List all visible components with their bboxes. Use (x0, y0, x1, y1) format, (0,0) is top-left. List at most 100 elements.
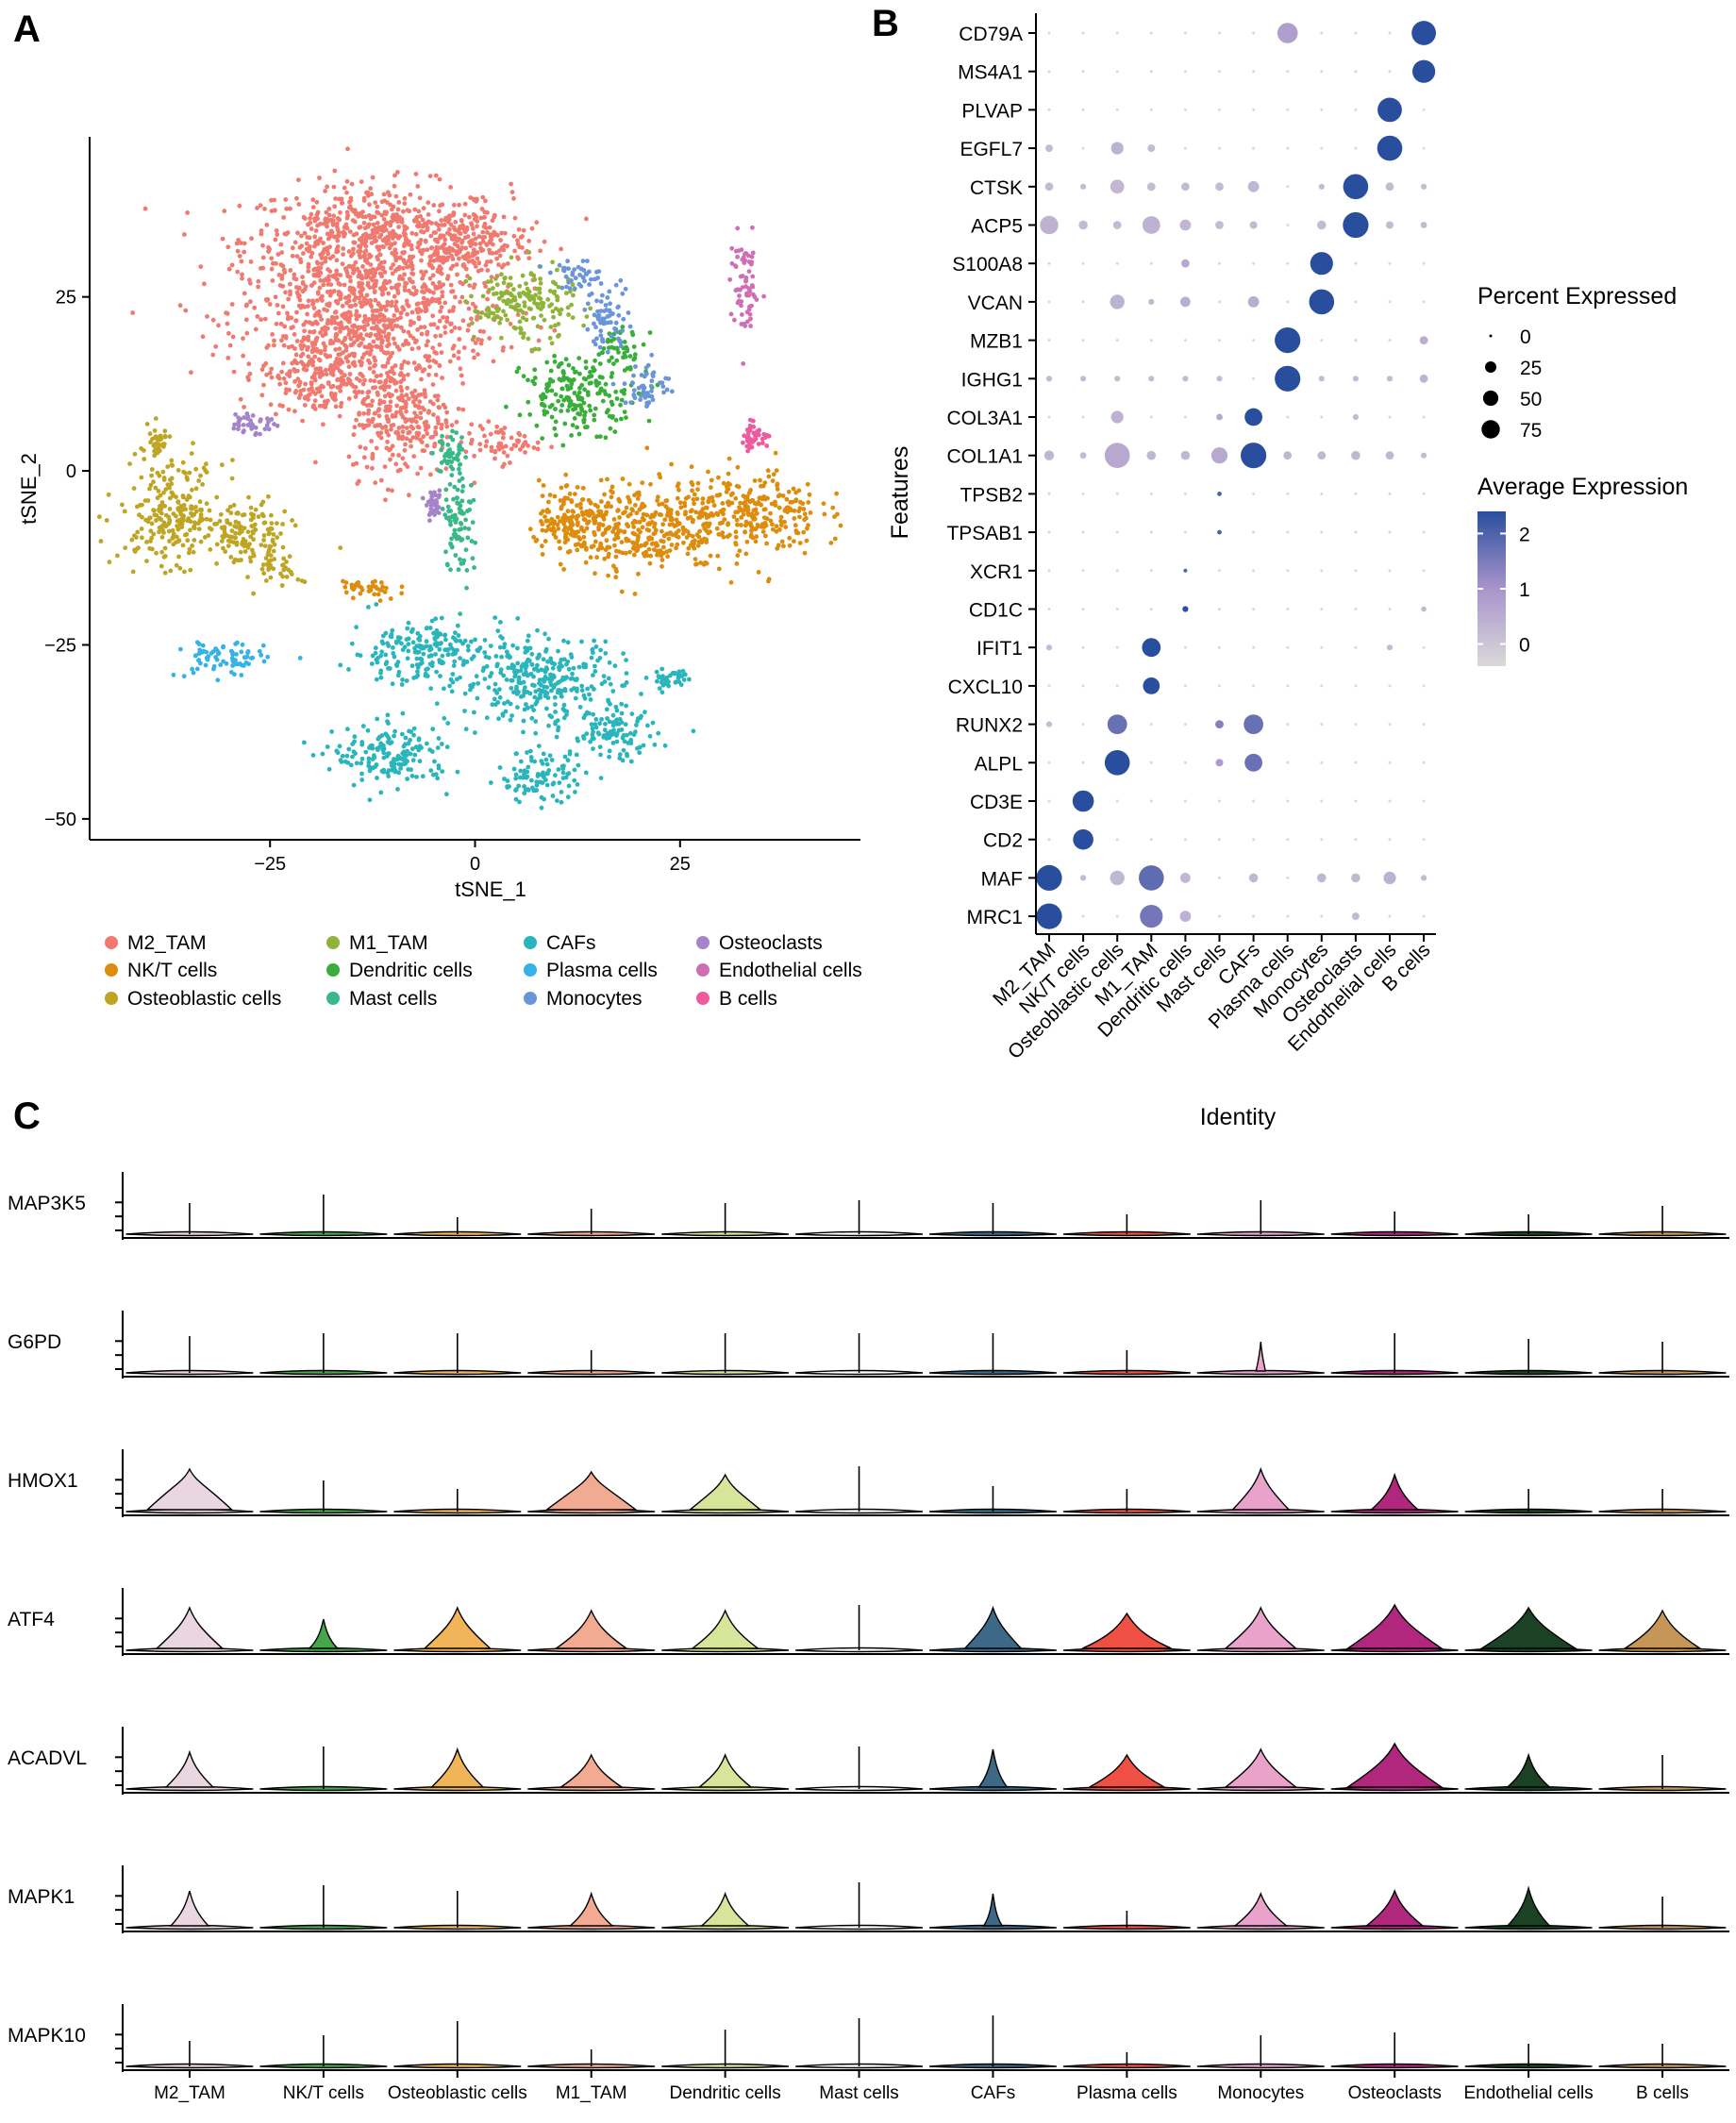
tsne-point (668, 673, 673, 678)
tsne-point (801, 507, 807, 511)
tsne-point (188, 527, 192, 533)
tsne-point (411, 726, 417, 731)
tsne-point (577, 385, 582, 391)
tsne-point (459, 489, 465, 493)
tsne-point (245, 375, 251, 380)
tsne-point (527, 527, 533, 532)
tsne-point (209, 650, 214, 656)
tsne-point (375, 255, 380, 259)
tsne-point (450, 237, 456, 242)
tsne-point (431, 359, 436, 363)
tsne-point (367, 366, 373, 371)
tsne-point (656, 494, 660, 500)
tsne-point (580, 485, 586, 491)
tsne-point (700, 500, 706, 506)
tsne-point (322, 347, 327, 353)
tsne-point (477, 328, 483, 334)
tsne-point (565, 640, 571, 645)
tsne-point (443, 466, 449, 472)
tsne-point (613, 718, 619, 724)
tsne-point (338, 291, 343, 296)
tsne-point (540, 552, 545, 557)
tsne-point (556, 727, 560, 733)
tsne-point (385, 234, 390, 240)
tsne-point (457, 443, 462, 447)
tsne-point (593, 663, 597, 669)
tsne-point (147, 431, 153, 437)
tsne-point (267, 530, 272, 536)
tsne-point (401, 251, 406, 256)
tsne-point (515, 669, 521, 674)
tsne-point (183, 471, 188, 476)
tsne-point (619, 397, 625, 403)
tsne-point (470, 259, 476, 263)
tsne-point (391, 645, 395, 650)
tsne-point (269, 266, 275, 272)
tsne-point (462, 212, 468, 218)
tsne-point (469, 539, 475, 543)
tsne-point (398, 315, 403, 320)
tsne-point (383, 652, 389, 658)
tsne-point (201, 465, 207, 471)
tsne-point (358, 245, 363, 250)
tsne-point (471, 285, 476, 290)
tsne-point (773, 503, 778, 508)
tsne-point (400, 751, 406, 756)
tsne-point (360, 214, 365, 220)
tsne-point (390, 369, 394, 374)
tsne-point (150, 546, 155, 552)
tsne-point (134, 535, 139, 540)
tsne-point (451, 248, 456, 253)
tsne-point (375, 586, 379, 591)
tsne-point (279, 338, 284, 343)
tsne-point (538, 280, 543, 286)
tsne-point (480, 229, 486, 235)
tsne-point (422, 325, 427, 330)
tsne-point (317, 358, 323, 363)
tsne-point (354, 417, 359, 423)
tsne-point (530, 785, 535, 791)
tsne-point (626, 481, 632, 487)
tsne-point (415, 425, 421, 429)
tsne-point (548, 368, 554, 374)
tsne-point (520, 315, 526, 321)
tsne-point (378, 675, 384, 680)
tsne-point (466, 306, 472, 311)
tsne-point (187, 470, 192, 476)
tsne-point (594, 434, 599, 440)
tsne-point (507, 784, 511, 789)
tsne-point (735, 464, 741, 470)
tsne-point (634, 548, 639, 554)
tsne-point (448, 567, 453, 573)
tsne-point (261, 571, 267, 577)
tsne-point (132, 451, 138, 457)
tsne-point (473, 341, 478, 345)
tsne-point (599, 499, 604, 504)
tsne-point (535, 303, 541, 309)
tsne-point (370, 579, 376, 585)
tsne-point (636, 535, 641, 541)
tsne-point (566, 783, 572, 789)
tsne-point (242, 241, 247, 246)
tsne-point (614, 730, 620, 736)
tsne-point (493, 250, 499, 256)
tsne-point (659, 679, 664, 685)
tsne-point (575, 485, 580, 490)
tsne-point (159, 510, 164, 516)
tsne-point (509, 713, 514, 718)
tsne-point (556, 364, 561, 369)
tsne-point (342, 337, 347, 343)
tsne-point (453, 294, 458, 300)
tsne-point (456, 458, 460, 462)
tsne-point (186, 493, 192, 499)
tsne-point (649, 520, 655, 525)
tsne-point (460, 662, 466, 667)
tsne-point (346, 205, 352, 210)
tsne-point (573, 406, 578, 411)
tsne-point (592, 521, 597, 526)
tsne-point (434, 258, 440, 262)
tsne-point (657, 512, 662, 517)
tsne-point (561, 567, 566, 572)
tsne-point (157, 443, 162, 448)
tsne-point (426, 339, 430, 344)
